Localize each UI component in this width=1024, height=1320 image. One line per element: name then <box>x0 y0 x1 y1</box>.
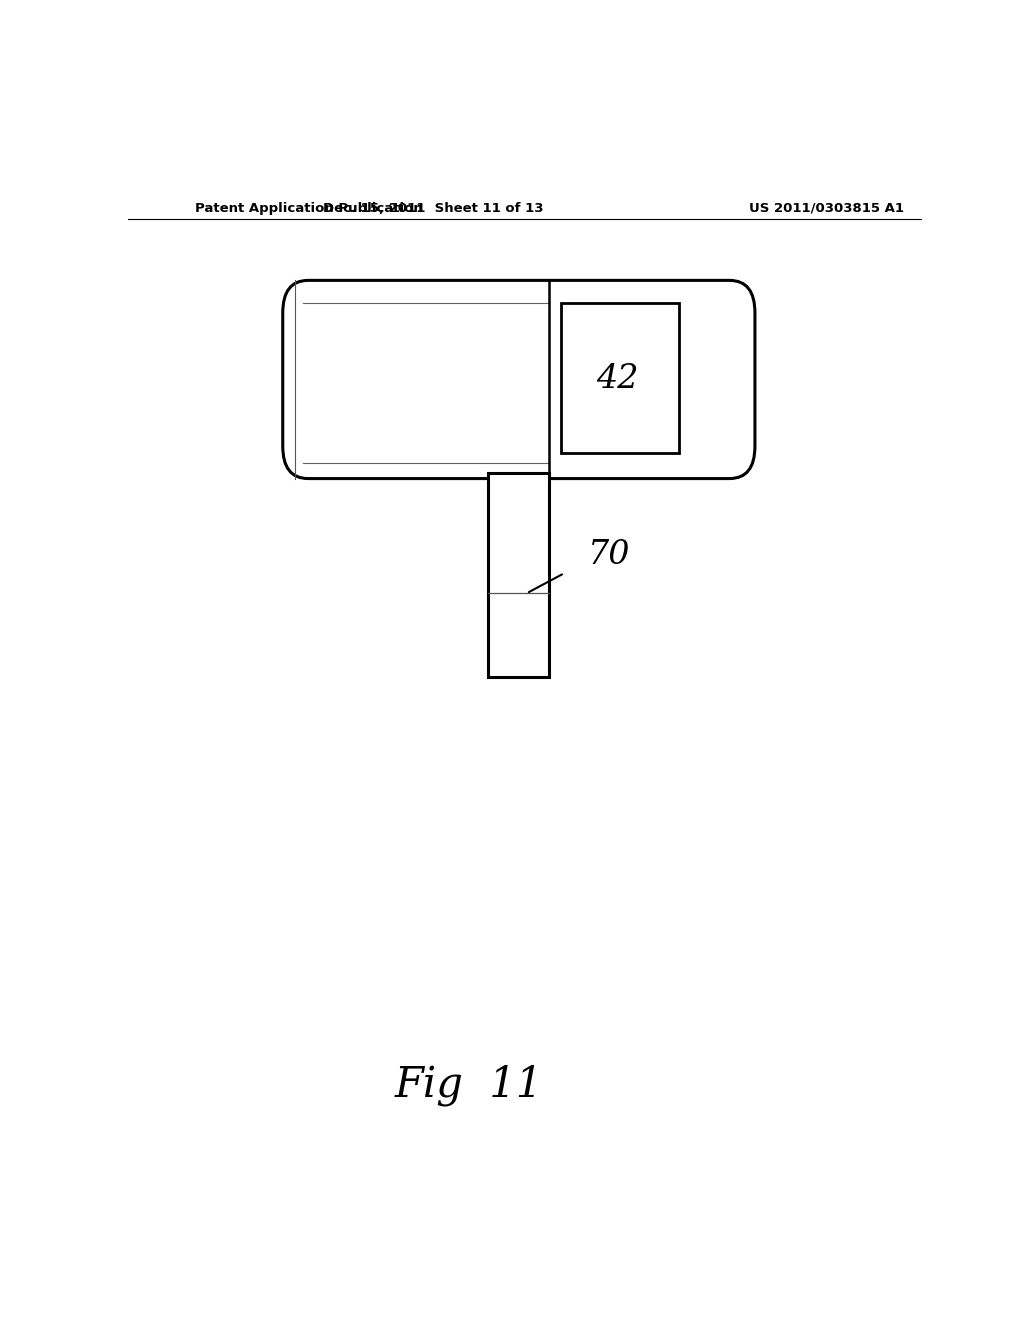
Bar <box>487 474 549 677</box>
Text: 42: 42 <box>596 363 639 395</box>
Text: US 2011/0303815 A1: US 2011/0303815 A1 <box>749 202 904 215</box>
Text: Dec. 15, 2011  Sheet 11 of 13: Dec. 15, 2011 Sheet 11 of 13 <box>324 202 544 215</box>
Text: Fig  11: Fig 11 <box>395 1064 544 1106</box>
FancyBboxPatch shape <box>283 280 755 479</box>
Text: 70: 70 <box>588 539 631 570</box>
Bar <box>561 302 679 453</box>
Text: Patent Application Publication: Patent Application Publication <box>196 202 423 215</box>
